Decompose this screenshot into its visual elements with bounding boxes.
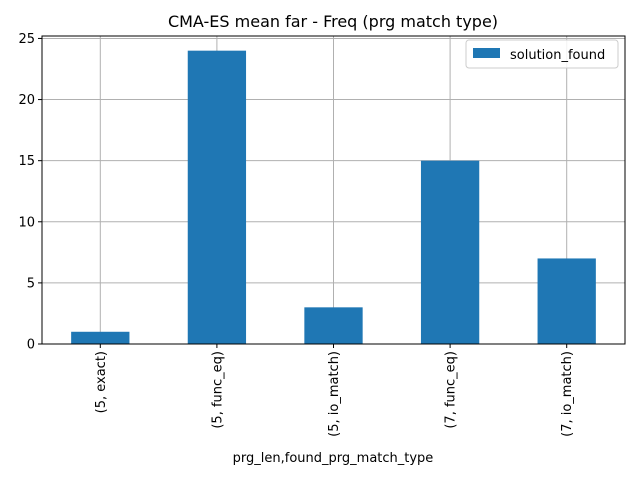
y-tick-label-25: 25 — [18, 32, 35, 47]
y-tick-label-10: 10 — [18, 215, 35, 230]
bar-3 — [420, 160, 480, 344]
x-axis-ticks: (5, exact) (5, func_eq) (5, io_match) (7, f… — [94, 344, 575, 437]
bars — [71, 50, 596, 345]
bar-2 — [304, 307, 363, 344]
x-tick-label-3: (7, func_eq) — [444, 351, 459, 429]
x-axis-label: prg_len,found_prg_match_type — [233, 451, 434, 466]
x-tick-label-2: (5, io_match) — [327, 351, 342, 437]
legend-swatch-solution-found — [473, 48, 500, 58]
bar-0 — [71, 331, 130, 344]
legend-box — [465, 39, 619, 69]
chart-title: CMA-ES mean far - Freq (prg match type) — [168, 12, 498, 31]
x-tick-label-4: (7, io_match) — [560, 351, 575, 437]
y-tick-label-0: 0 — [27, 338, 35, 353]
legend-label-solution-found: solution_found — [510, 48, 605, 63]
y-tick-label-15: 15 — [18, 154, 35, 169]
bar-1 — [187, 50, 247, 345]
legend[interactable]: solution_found — [465, 39, 619, 69]
x-tick-label-1: (5, func_eq) — [210, 351, 225, 429]
y-tick-label-20: 20 — [18, 93, 35, 108]
y-axis-ticks: 0 5 10 15 20 25 — [18, 32, 42, 353]
bar-4 — [537, 258, 596, 344]
y-tick-label-5: 5 — [27, 276, 35, 291]
x-tick-label-0: (5, exact) — [94, 351, 109, 413]
